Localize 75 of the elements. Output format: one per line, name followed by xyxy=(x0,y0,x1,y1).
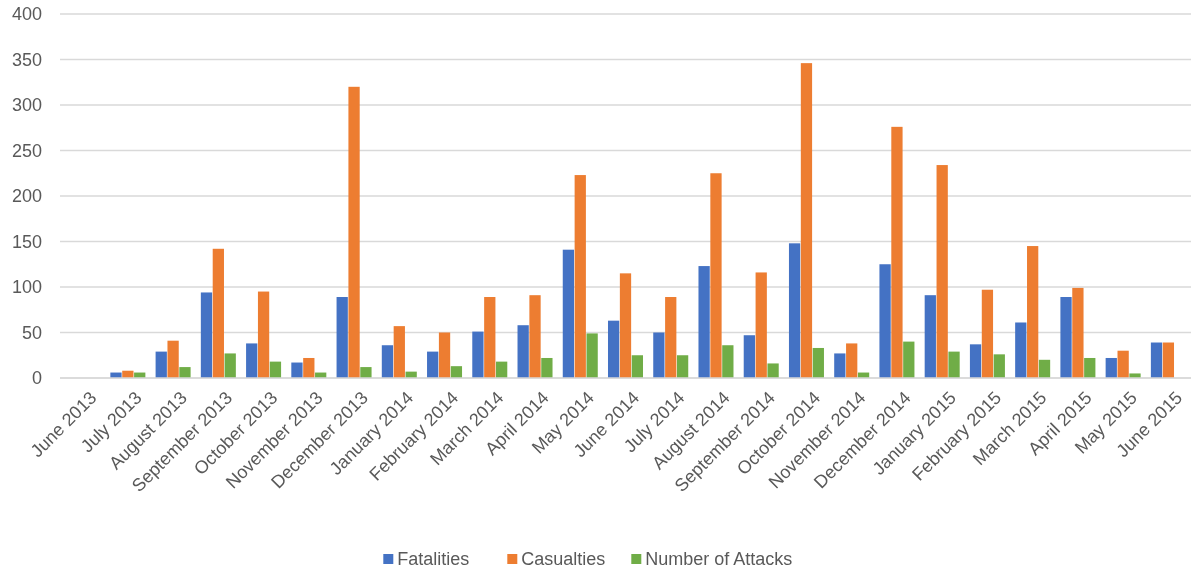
y-tick-label: 0 xyxy=(31,368,42,389)
bar xyxy=(257,291,270,378)
bar xyxy=(200,292,213,378)
bar xyxy=(631,355,643,378)
legend-label: Fatalities xyxy=(397,549,470,570)
bar xyxy=(608,320,620,378)
bar xyxy=(1084,357,1096,378)
bar xyxy=(1117,350,1129,378)
bar xyxy=(743,335,755,378)
bar xyxy=(1072,287,1084,378)
bar xyxy=(993,354,1005,378)
bar xyxy=(800,63,813,378)
bar xyxy=(969,344,982,378)
bar xyxy=(1015,322,1027,378)
bar xyxy=(722,345,734,378)
y-tick-label: 400 xyxy=(11,4,42,25)
bar xyxy=(891,126,903,378)
bar xyxy=(653,332,665,378)
bar xyxy=(224,353,236,378)
bar xyxy=(246,343,258,378)
bar xyxy=(393,326,405,378)
bar xyxy=(348,86,360,378)
legend-label: Casualties xyxy=(521,549,606,570)
bar xyxy=(1060,297,1072,378)
bar xyxy=(903,341,915,378)
y-tick-label: 200 xyxy=(11,186,42,207)
bar xyxy=(167,340,179,378)
y-tick-label: 150 xyxy=(11,231,42,252)
bar xyxy=(472,331,484,378)
bar xyxy=(360,367,372,378)
bar xyxy=(676,355,689,378)
y-tick-label: 250 xyxy=(11,140,42,161)
bar xyxy=(755,272,767,378)
bar xyxy=(438,332,451,378)
bar xyxy=(1162,342,1175,378)
bar xyxy=(936,165,948,378)
bar xyxy=(834,353,846,378)
bar xyxy=(1129,373,1141,378)
bar xyxy=(981,289,994,378)
bar xyxy=(1027,246,1039,378)
bar xyxy=(212,248,224,378)
bar xyxy=(788,243,801,378)
bar xyxy=(541,357,553,378)
bar xyxy=(562,249,575,378)
bar xyxy=(665,297,677,378)
bar xyxy=(450,366,463,378)
bar xyxy=(291,362,303,378)
bar xyxy=(381,345,394,378)
bar xyxy=(484,297,496,378)
legend-label: Number of Attacks xyxy=(645,549,793,570)
bar xyxy=(336,297,348,378)
bar xyxy=(948,351,960,378)
bar xyxy=(767,363,779,378)
bar xyxy=(574,175,586,378)
bar xyxy=(179,367,191,378)
bar xyxy=(1105,357,1117,378)
bar xyxy=(846,343,858,378)
bar xyxy=(427,351,439,378)
bar xyxy=(1150,342,1163,378)
y-tick-label: 100 xyxy=(11,277,42,298)
bar xyxy=(303,357,315,378)
y-tick-label: 350 xyxy=(11,49,42,70)
bar xyxy=(698,266,710,378)
bar xyxy=(619,273,632,378)
bar xyxy=(155,351,167,378)
bar xyxy=(710,173,722,378)
bar xyxy=(924,295,936,378)
y-tick-label: 50 xyxy=(21,322,42,343)
bar xyxy=(586,333,598,378)
bar xyxy=(879,264,891,378)
bar xyxy=(529,295,541,378)
bar xyxy=(1038,359,1051,378)
y-tick-label: 300 xyxy=(11,95,42,116)
bar xyxy=(812,347,824,378)
bar xyxy=(517,325,529,378)
